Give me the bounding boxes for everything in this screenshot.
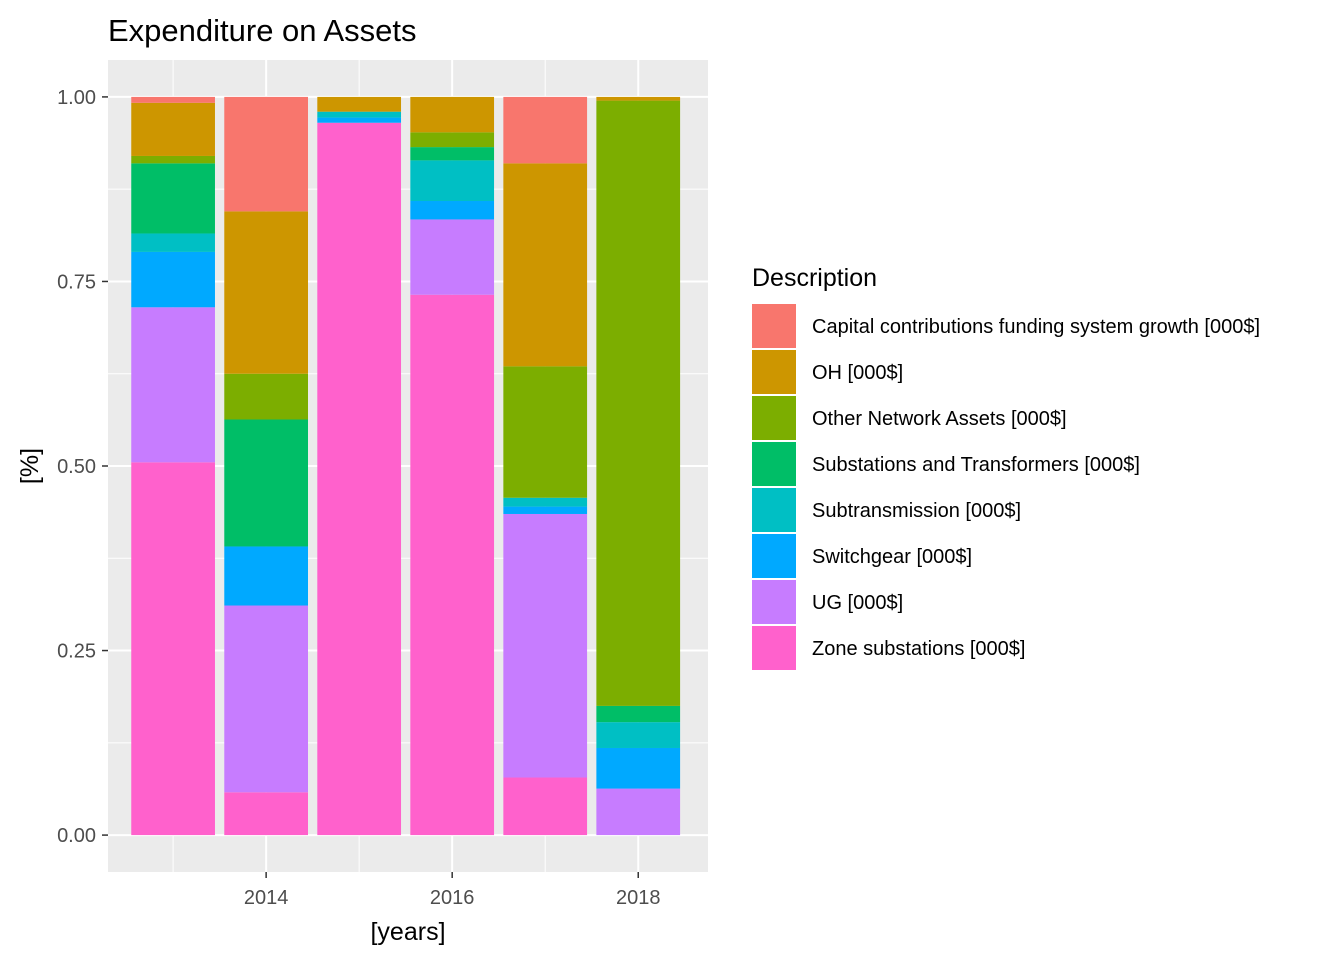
- y-tick-label: 0.00: [57, 825, 96, 847]
- bar-segment: [503, 96, 588, 164]
- bar-segment: [224, 96, 308, 212]
- bar-segment: [410, 219, 495, 295]
- legend-key: [752, 488, 796, 532]
- chart-title: Expenditure on Assets: [108, 13, 416, 48]
- legend-key: [752, 534, 796, 578]
- legend-label: Capital contributions funding system gro…: [812, 316, 1260, 338]
- bar-segment: [410, 96, 495, 133]
- bar-segment: [131, 233, 215, 252]
- bar-segment: [224, 373, 308, 420]
- bar-segment: [503, 163, 588, 367]
- bar-segment: [596, 96, 681, 101]
- legend-key: [752, 396, 796, 440]
- bar-segment: [410, 200, 495, 220]
- x-tick-label: 2014: [244, 887, 289, 909]
- bar-segment: [596, 705, 681, 723]
- legend: Description Capital contributions fundin…: [752, 264, 1260, 670]
- bar-segment: [131, 251, 215, 308]
- legend-label: Subtransmission [000$]: [812, 500, 1021, 522]
- bar-segment: [503, 497, 588, 507]
- bar-segment: [596, 788, 681, 836]
- bar-segment: [224, 546, 308, 606]
- legend-key: [752, 350, 796, 394]
- x-axis-title: [years]: [370, 918, 445, 946]
- bar-segment: [410, 147, 495, 161]
- bar-segment: [317, 117, 402, 123]
- bar-segment: [131, 96, 215, 103]
- legend-label: Zone substations [000$]: [812, 638, 1025, 660]
- bar-segment: [503, 366, 588, 498]
- bar-segment: [317, 96, 402, 112]
- y-tick-label: 0.25: [57, 641, 96, 663]
- bar-segment: [503, 506, 588, 514]
- bar-segment: [503, 777, 588, 836]
- y-tick-label: 0.50: [57, 456, 96, 478]
- legend-label: Substations and Transformers [000$]: [812, 454, 1140, 476]
- bar-segment: [224, 792, 308, 836]
- y-axis: 0.00 0.25 0.50 0.75 1.00: [57, 87, 108, 847]
- legend-key: [752, 304, 796, 348]
- bar-layer: [131, 96, 681, 836]
- y-tick-label: 0.75: [57, 271, 96, 293]
- bar-segment: [131, 102, 215, 156]
- bar-segment: [131, 155, 215, 164]
- legend-label: Other Network Assets [000$]: [812, 408, 1067, 430]
- bar-segment: [596, 100, 681, 706]
- bar-segment: [410, 132, 495, 148]
- bar-segment: [410, 160, 495, 201]
- bar-segment: [131, 462, 215, 836]
- x-axis: 2014 2016 2018: [244, 872, 661, 909]
- legend-label: Switchgear [000$]: [812, 546, 972, 568]
- bar-segment: [317, 122, 402, 836]
- bar-segment: [131, 307, 215, 463]
- bar-segment: [224, 211, 308, 374]
- x-tick-label: 2018: [616, 887, 661, 909]
- bar-segment: [410, 294, 495, 836]
- x-tick-label: 2016: [430, 887, 475, 909]
- bar-segment: [224, 605, 308, 793]
- bar-segment: [596, 722, 681, 748]
- bar-segment: [596, 747, 681, 789]
- legend-label: UG [000$]: [812, 592, 903, 614]
- y-axis-title: [%]: [16, 448, 44, 484]
- legend-title: Description: [752, 264, 877, 292]
- y-tick-label: 1.00: [57, 87, 96, 109]
- legend-label: OH [000$]: [812, 362, 903, 384]
- bar-segment: [317, 111, 402, 118]
- bar-segment: [131, 163, 215, 234]
- legend-key: [752, 626, 796, 670]
- legend-key: [752, 580, 796, 624]
- bar-segment: [503, 513, 588, 778]
- bar-segment: [224, 419, 308, 547]
- legend-key: [752, 442, 796, 486]
